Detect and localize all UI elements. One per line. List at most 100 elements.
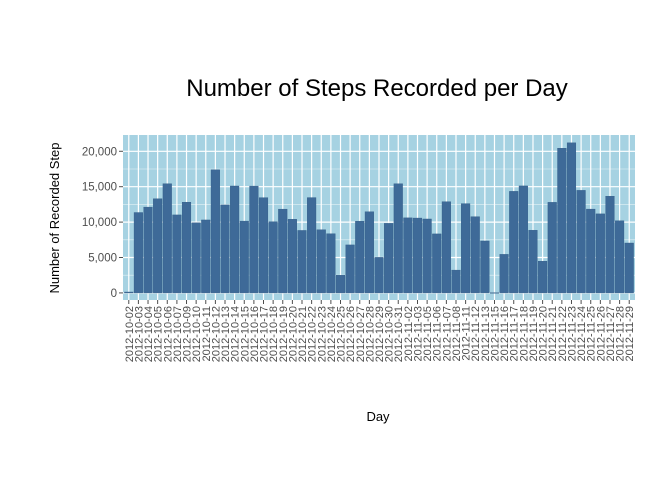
bar-2012-11-08: [451, 269, 461, 294]
bar-2012-10-14: [230, 185, 240, 294]
x-tick-label: 2012-11-03: [412, 306, 424, 361]
x-tick-label: 2012-10-20: [287, 306, 299, 362]
x-tick-label: 2012-10-28: [364, 306, 376, 362]
x-tick-label: 2012-10-26: [345, 306, 357, 362]
x-tick-label: 2012-10-04: [143, 306, 155, 362]
bar-2012-10-03: [133, 212, 143, 294]
bar-2012-10-05: [153, 198, 163, 294]
bar-2012-11-12: [470, 216, 480, 294]
bar-2012-10-02: [124, 291, 134, 294]
x-tick-label: 2012-11-08: [451, 306, 463, 361]
bar-2012-10-12: [210, 169, 220, 294]
bar-2012-10-31: [393, 183, 403, 294]
y-axis-ticks: 0 5,000 10,000 15,000 20,000: [82, 146, 123, 300]
bar-2012-11-25: [586, 208, 596, 294]
x-tick-label: 2012-10-17: [259, 306, 271, 362]
bar-2012-10-25: [335, 275, 346, 294]
bar-2012-11-24: [576, 190, 586, 294]
bar-2012-10-11: [201, 219, 211, 294]
bar-2012-11-16: [499, 254, 509, 294]
bar-2012-11-02: [403, 217, 413, 294]
x-tick-label: 2012-11-26: [595, 306, 607, 361]
bar-2012-11-06: [432, 233, 442, 294]
x-tick-label: 2012-11-20: [538, 306, 550, 361]
x-tick-label: 2012-10-30: [384, 306, 396, 362]
x-tick-label: 2012-11-15: [489, 306, 501, 361]
bar-2012-10-27: [355, 221, 365, 294]
bar-2012-10-15: [239, 220, 249, 294]
x-tick-label: 2012-10-16: [249, 306, 261, 362]
bar-2012-11-03: [412, 217, 423, 294]
bar-2012-11-20: [538, 261, 548, 294]
x-tick-label: 2012-11-22: [557, 306, 569, 361]
bar-2012-11-19: [528, 230, 538, 294]
x-tick-label: 2012-10-13: [220, 306, 232, 362]
bar-2012-11-29: [624, 242, 634, 294]
x-tick-label: 2012-10-10: [191, 306, 203, 362]
x-tick-label: 2012-11-19: [528, 306, 540, 361]
bar-2012-10-09: [181, 201, 192, 294]
x-tick-label: 2012-10-15: [239, 306, 251, 362]
bar-2012-10-17: [258, 197, 269, 294]
bar-2012-10-06: [162, 183, 172, 294]
x-tick-label: 2012-11-29: [624, 306, 636, 361]
bar-2012-10-24: [326, 233, 336, 294]
x-tick-label: 2012-11-06: [432, 306, 444, 361]
y-tick-label: 5,000: [88, 253, 117, 265]
x-tick-label: 2012-11-17: [509, 306, 521, 361]
chart-title: Number of Steps Recorded per Day: [186, 75, 568, 102]
x-tick-label: 2012-10-07: [172, 306, 184, 362]
bar-2012-10-21: [297, 230, 307, 294]
bar-2012-10-07: [172, 214, 182, 294]
x-tick-label: 2012-11-02: [403, 306, 415, 361]
bar-2012-10-29: [374, 257, 384, 294]
x-axis-label: Day: [366, 409, 390, 424]
bar-2012-10-19: [278, 208, 288, 294]
y-tick-label: 10,000: [82, 217, 117, 229]
x-tick-label: 2012-10-19: [278, 306, 290, 362]
bar-2012-10-28: [364, 211, 374, 294]
x-tick-label: 2012-11-13: [480, 306, 492, 361]
bar-2012-10-13: [220, 204, 230, 294]
x-tick-label: 2012-10-23: [316, 306, 328, 362]
x-tick-label: 2012-11-18: [518, 306, 530, 361]
x-tick-label: 2012-10-12: [210, 306, 222, 362]
bar-2012-11-18: [518, 185, 528, 294]
x-tick-label: 2012-11-05: [422, 306, 434, 361]
x-tick-label: 2012-10-22: [307, 306, 319, 362]
x-tick-label: 2012-10-06: [162, 306, 174, 362]
bar-2012-11-17: [509, 191, 519, 294]
x-tick-label: 2012-11-21: [547, 306, 559, 361]
x-tick-label: 2012-11-24: [576, 306, 588, 361]
bar-2012-10-23: [316, 229, 326, 294]
bar-2012-11-11: [461, 203, 471, 294]
y-tick-label: 0: [111, 288, 117, 300]
x-tick-label: 2012-10-24: [326, 306, 338, 362]
x-tick-label: 2012-11-16: [499, 306, 511, 361]
x-tick-label: 2012-10-02: [124, 306, 136, 362]
x-tick-label: 2012-11-28: [615, 306, 627, 361]
x-tick-label: 2012-10-25: [336, 306, 348, 362]
y-tick-label: 20,000: [82, 146, 117, 158]
x-tick-label: 2012-10-09: [182, 306, 194, 362]
x-tick-label: 2012-11-07: [441, 306, 453, 361]
x-tick-label: 2012-10-11: [201, 306, 213, 361]
bar-2012-10-18: [268, 221, 278, 294]
bar-2012-10-26: [345, 244, 355, 294]
bar-2012-11-13: [480, 240, 490, 294]
x-tick-label: 2012-10-03: [133, 306, 145, 362]
bar-2012-11-22: [557, 148, 567, 294]
bar-2012-10-30: [384, 223, 394, 294]
x-tick-label: 2012-10-27: [355, 306, 367, 362]
bar-2012-10-22: [307, 197, 317, 294]
bar-2012-10-04: [143, 206, 153, 294]
bar-2012-11-05: [422, 218, 432, 294]
x-tick-label: 2012-11-11: [461, 306, 473, 361]
bar-2012-11-28: [615, 220, 625, 294]
bar-2012-11-07: [441, 201, 451, 294]
bar-2012-11-15: [489, 292, 500, 294]
bar-2012-10-10: [191, 222, 201, 294]
x-tick-label: 2012-10-05: [153, 306, 165, 362]
x-axis-ticks: 2012-10-022012-10-032012-10-042012-10-05…: [124, 300, 636, 362]
